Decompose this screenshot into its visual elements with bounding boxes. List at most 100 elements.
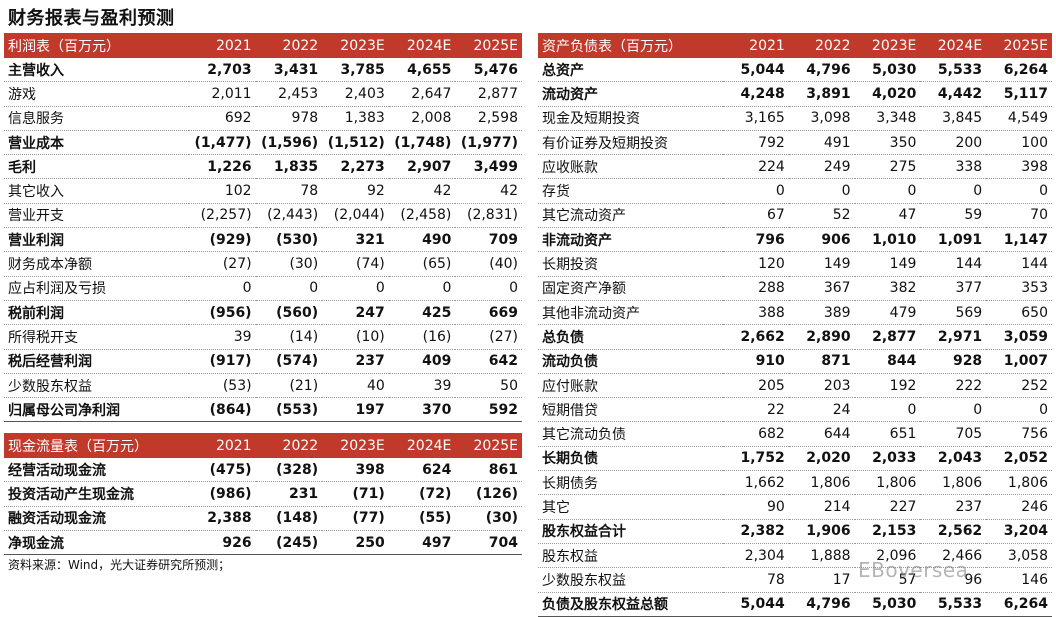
row-value: 2,466: [920, 543, 987, 569]
table-row: 应占利润及亏损 0 0 0 0 0: [4, 276, 522, 301]
row-value: 39: [189, 324, 256, 350]
row-value: 4,442: [920, 81, 987, 107]
table-row: 长期负债 1,752 2,020 2,033 2,043 2,052: [538, 446, 1052, 472]
row-value: 1,010: [854, 227, 921, 253]
row-label: 毛利: [4, 154, 189, 180]
table-row: 应付账款 205 203 192 222 252: [538, 373, 1052, 399]
row-value: 0: [723, 178, 789, 204]
row-value: 78: [723, 567, 789, 593]
row-value: 247: [322, 300, 389, 326]
row-value: 388: [723, 300, 789, 326]
row-value: (72): [388, 481, 456, 507]
table-row: 固定资产净额 288 367 382 377 353: [538, 276, 1052, 301]
row-value: 0: [455, 276, 522, 301]
row-value: (475): [189, 458, 256, 483]
row-value: (16): [388, 324, 456, 350]
row-label: 营业利润: [4, 227, 189, 253]
row-value: 1,806: [854, 470, 921, 496]
table-header-label: 现金流量表（百万元）: [4, 433, 189, 458]
row-value: 382: [854, 276, 921, 301]
row-value: (74): [322, 251, 389, 277]
table-row: 其它流动资产 67 52 47 59 70: [538, 203, 1052, 229]
row-value: 203: [788, 373, 855, 399]
table-row: 投资活动产生现金流 (986) 231 (71) (72) (126): [4, 481, 522, 507]
row-value: (864): [189, 397, 256, 423]
table-row: 少数股东权益 78 17 57 96 146: [538, 567, 1052, 593]
row-value: 2,890: [788, 324, 855, 350]
row-value: (40): [455, 251, 522, 277]
table-header-row: 现金流量表（百万元） 2021 2022 2023E 2024E 2025E: [4, 433, 522, 458]
row-value: (27): [455, 324, 522, 350]
table-row: 股东权益 2,304 1,888 2,096 2,466 3,058: [538, 543, 1052, 569]
row-value: 792: [723, 130, 789, 156]
row-value: 237: [920, 494, 987, 520]
row-value: 1,806: [920, 470, 987, 496]
row-value: 2,562: [920, 519, 987, 544]
row-label: 应收账款: [538, 154, 723, 180]
row-value: 40: [322, 373, 389, 399]
row-value: 197: [322, 397, 389, 423]
row-value: 704: [455, 530, 522, 556]
row-label: 总负债: [538, 324, 723, 350]
table-row: 融资活动现金流 2,388 (148) (77) (55) (30): [4, 506, 522, 531]
row-label: 财务成本净额: [4, 251, 189, 277]
row-value: 1,806: [986, 470, 1052, 496]
row-value: 252: [986, 373, 1052, 399]
row-value: 1,091: [920, 227, 987, 253]
row-value: 5,533: [920, 58, 987, 83]
table-row: 流动资产 4,248 3,891 4,020 4,442 5,117: [538, 81, 1052, 107]
row-value: 2,096: [854, 543, 921, 569]
row-value: 3,431: [255, 58, 323, 83]
row-value: (1,477): [189, 130, 256, 156]
year-header: 2024E: [388, 433, 456, 458]
row-label: 税前利润: [4, 300, 189, 326]
table-row: 财务成本净额 (27) (30) (74) (65) (40): [4, 251, 522, 277]
row-label: 总资产: [538, 58, 723, 83]
row-value: 227: [854, 494, 921, 520]
table-row: 流动负债 910 871 844 928 1,007: [538, 349, 1052, 374]
row-value: 1,147: [986, 227, 1052, 253]
row-value: (530): [255, 227, 323, 253]
row-value: 222: [920, 373, 987, 399]
year-header: 2023E: [322, 433, 389, 458]
row-value: (2,257): [189, 203, 256, 229]
row-value: (1,977): [455, 130, 522, 156]
row-value: 338: [920, 154, 987, 180]
row-value: 4,549: [986, 106, 1052, 131]
row-label: 营业成本: [4, 130, 189, 156]
row-value: 592: [455, 397, 522, 423]
table-row: 长期债务 1,662 1,806 1,806 1,806 1,806: [538, 470, 1052, 496]
row-value: 367: [788, 276, 855, 301]
row-value: (53): [189, 373, 256, 399]
row-label: 营业开支: [4, 203, 189, 229]
row-value: 205: [723, 373, 789, 399]
row-value: 377: [920, 276, 987, 301]
row-value: 682: [723, 421, 789, 447]
row-value: 2,703: [189, 58, 256, 83]
row-label: 少数股东权益: [4, 373, 189, 399]
table-row: 营业开支 (2,257) (2,443) (2,044) (2,458) (2,831): [4, 203, 522, 229]
row-label: 固定资产净额: [538, 276, 723, 301]
row-label: 股东权益合计: [538, 519, 723, 544]
row-value: (14): [255, 324, 323, 350]
row-value: 6,264: [986, 58, 1052, 83]
row-value: (956): [189, 300, 256, 326]
row-value: 926: [189, 530, 256, 556]
row-value: 231: [255, 481, 323, 507]
row-label: 其他非流动资产: [538, 300, 723, 326]
row-value: 644: [788, 421, 855, 447]
row-value: 149: [788, 251, 855, 277]
table-row: 毛利 1,226 1,835 2,273 2,907 3,499: [4, 154, 522, 180]
row-label: 其它流动资产: [538, 203, 723, 229]
row-value: 928: [920, 349, 987, 374]
row-value: 0: [255, 276, 323, 301]
row-value: 425: [388, 300, 456, 326]
row-value: 490: [388, 227, 456, 253]
row-value: 389: [788, 300, 855, 326]
row-label: 主营收入: [4, 58, 189, 83]
row-value: 5,044: [723, 58, 789, 83]
row-value: 275: [854, 154, 921, 180]
row-value: 2,453: [255, 81, 323, 107]
row-value: 24: [788, 397, 855, 423]
row-value: 910: [723, 349, 789, 374]
